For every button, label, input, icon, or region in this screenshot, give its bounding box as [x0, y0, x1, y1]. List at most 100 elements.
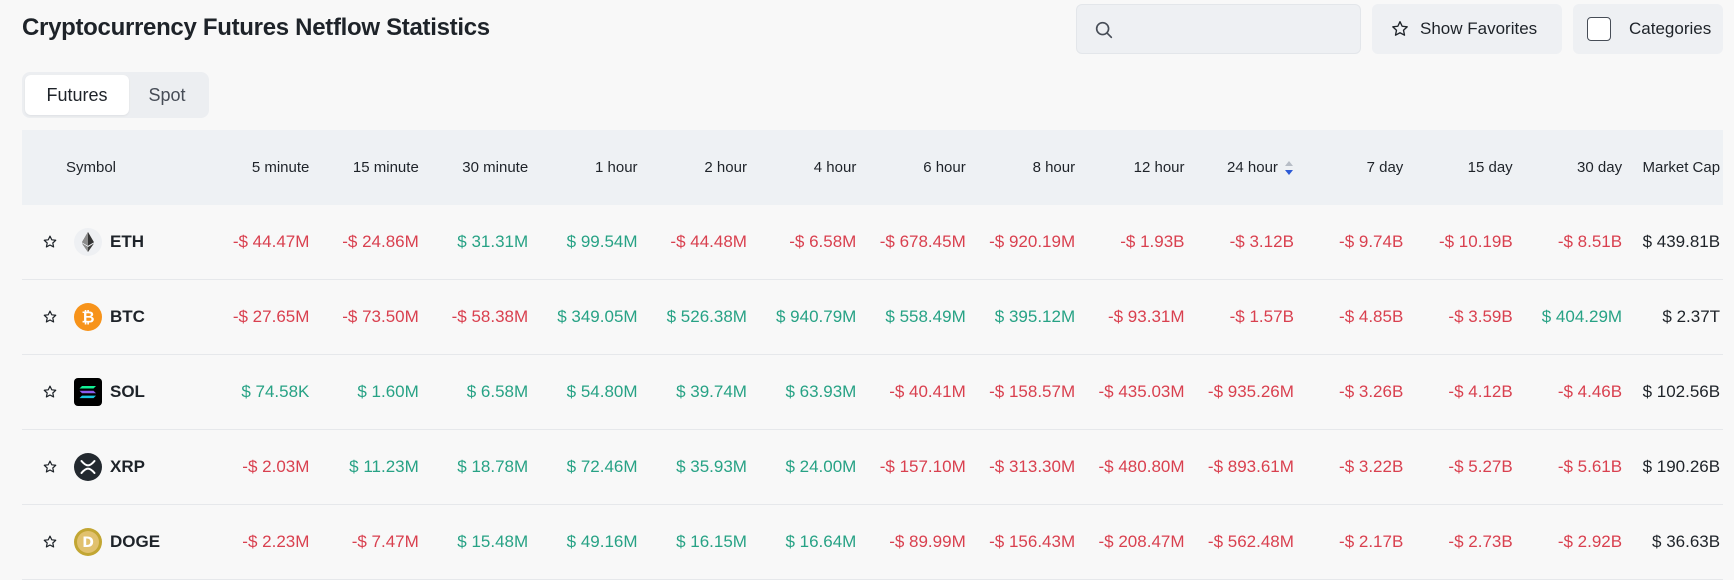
netflow-cell-4h: $ 940.79M: [776, 307, 857, 326]
column-header-symbol[interactable]: Symbol: [66, 159, 117, 176]
netflow-cell-4h: $ 16.64M: [785, 532, 857, 551]
netflow-cell-5m: $ 74.58K: [241, 382, 310, 401]
netflow-cell-30m: -$ 58.38M: [451, 307, 529, 326]
netflow-cell-30d: -$ 5.61B: [1557, 457, 1623, 476]
favorite-star-icon[interactable]: [42, 459, 58, 475]
column-header-24h[interactable]: 24 hour: [1185, 159, 1294, 176]
netflow-cell-1h: $ 349.05M: [557, 307, 638, 326]
favorite-star-icon[interactable]: [42, 309, 58, 325]
netflow-table: Symbol 5 minute 15 minute 30 minute 1 ho…: [22, 130, 1723, 580]
column-header-4h[interactable]: 4 hour: [813, 159, 857, 176]
netflow-cell-2h: $ 526.38M: [666, 307, 747, 326]
column-header-7d[interactable]: 7 day: [1366, 159, 1404, 176]
netflow-cell-15m: -$ 24.86M: [342, 232, 419, 251]
netflow-cell-24h: -$ 893.61M: [1207, 457, 1294, 476]
market-cap-cell: $ 190.26B: [1642, 457, 1721, 476]
column-header-6h[interactable]: 6 hour: [923, 159, 966, 176]
netflow-cell-6h: -$ 40.41M: [889, 382, 966, 401]
netflow-cell-5m: -$ 2.23M: [242, 532, 310, 551]
netflow-cell-15m: $ 11.23M: [349, 457, 419, 476]
search-input[interactable]: [1125, 13, 1350, 45]
page-title: Cryptocurrency Futures Netflow Statistic…: [22, 14, 490, 41]
market-cap-cell: $ 36.63B: [1652, 532, 1721, 551]
netflow-cell-6h: -$ 157.10M: [879, 457, 966, 476]
netflow-cell-24h: -$ 935.26M: [1207, 382, 1294, 401]
page-header: Cryptocurrency Futures Netflow Statistic…: [0, 0, 1734, 60]
netflow-cell-5m: -$ 27.65M: [232, 307, 310, 326]
netflow-cell-15m: -$ 7.47M: [351, 532, 419, 551]
netflow-cell-30d: -$ 8.51B: [1557, 232, 1623, 251]
tab-spot[interactable]: Spot: [148, 84, 186, 105]
favorite-star-icon[interactable]: [42, 534, 58, 550]
symbol-label: BTC: [110, 307, 145, 326]
netflow-cell-7d: -$ 9.74B: [1339, 232, 1404, 251]
netflow-cell-30m: $ 15.48M: [457, 532, 529, 551]
column-header-market-cap[interactable]: Market Cap: [1642, 159, 1721, 176]
netflow-cell-15d: -$ 4.12B: [1448, 382, 1513, 401]
netflow-cell-30m: $ 18.78M: [457, 457, 529, 476]
netflow-cell-7d: -$ 3.26B: [1339, 382, 1404, 401]
symbol-label: DOGE: [110, 532, 161, 551]
symbol-cell: SOL: [22, 378, 200, 406]
search-icon: [1095, 21, 1113, 39]
column-header-15d[interactable]: 15 day: [1467, 159, 1513, 176]
market-cap-cell: $ 2.37T: [1662, 307, 1721, 326]
netflow-cell-15d: -$ 10.19B: [1438, 232, 1513, 251]
symbol-label: XRP: [110, 457, 145, 476]
netflow-cell-12h: -$ 1.93B: [1120, 232, 1185, 251]
netflow-cell-12h: -$ 435.03M: [1098, 382, 1185, 401]
market-type-tabs: Futures Spot: [22, 72, 209, 118]
netflow-cell-5m: -$ 44.47M: [232, 232, 310, 251]
eth-icon: [74, 228, 102, 256]
column-header-30d[interactable]: 30 day: [1577, 159, 1623, 176]
symbol-cell: XRP: [22, 453, 200, 481]
table-row-doge[interactable]: D DOGE -$ 2.23M -$ 7.47M $ 15.48M $ 49.16M $…: [22, 505, 1723, 580]
doge-icon: D: [74, 528, 102, 556]
symbol-label: SOL: [110, 382, 145, 401]
netflow-cell-8h: -$ 313.30M: [989, 457, 1076, 476]
column-header-12h[interactable]: 12 hour: [1133, 159, 1185, 176]
column-header-1h[interactable]: 1 hour: [595, 159, 638, 176]
netflow-cell-2h: $ 35.93M: [676, 457, 747, 476]
tab-futures[interactable]: Futures: [25, 75, 129, 115]
netflow-cell-4h: $ 24.00M: [785, 457, 857, 476]
netflow-cell-8h: -$ 920.19M: [989, 232, 1076, 251]
netflow-cell-4h: -$ 6.58M: [789, 232, 857, 251]
netflow-cell-6h: -$ 89.99M: [889, 532, 966, 551]
favorite-star-icon[interactable]: [42, 384, 58, 400]
table-row-btc[interactable]: ₿ BTC -$ 27.65M -$ 73.50M -$ 58.38M $ 349.0…: [22, 280, 1723, 355]
netflow-cell-1h: $ 49.16M: [566, 532, 638, 551]
netflow-cell-1h: $ 99.54M: [566, 232, 638, 251]
market-cap-cell: $ 439.81B: [1642, 232, 1721, 251]
symbol-cell: ETH: [22, 228, 200, 256]
column-header-8h[interactable]: 8 hour: [1032, 159, 1076, 176]
netflow-cell-30d: -$ 2.92B: [1557, 532, 1623, 551]
netflow-cell-8h: -$ 158.57M: [989, 382, 1076, 401]
categories-checkbox[interactable]: [1587, 17, 1611, 41]
netflow-cell-30m: $ 31.31M: [457, 232, 529, 251]
column-header-30m[interactable]: 30 minute: [462, 159, 529, 176]
market-cap-cell: $ 102.56B: [1642, 382, 1721, 401]
sort-descending-icon: [1284, 161, 1293, 176]
netflow-cell-6h: $ 558.49M: [885, 307, 966, 326]
netflow-cell-2h: -$ 44.48M: [670, 232, 747, 251]
search-box[interactable]: [1076, 4, 1361, 54]
column-header-15m[interactable]: 15 minute: [352, 159, 419, 176]
netflow-cell-24h: -$ 562.48M: [1207, 532, 1294, 551]
netflow-cell-15d: -$ 2.73B: [1448, 532, 1513, 551]
categories-toggle[interactable]: Categories: [1573, 4, 1723, 54]
xrp-icon: [74, 453, 102, 481]
show-favorites-button[interactable]: Show Favorites: [1372, 4, 1562, 54]
table-row-eth[interactable]: ETH -$ 44.47M -$ 24.86M $ 31.31M $ 99.54M -$…: [22, 205, 1723, 280]
netflow-cell-4h: $ 63.93M: [785, 382, 857, 401]
netflow-cell-1h: $ 54.80M: [566, 382, 638, 401]
table-row-sol[interactable]: SOL $ 74.58K $ 1.60M $ 6.58M $ 54.80M $ 39.7…: [22, 355, 1723, 430]
netflow-cell-7d: -$ 4.85B: [1339, 307, 1404, 326]
column-header-2h[interactable]: 2 hour: [704, 159, 747, 176]
table-row-xrp[interactable]: XRP -$ 2.03M $ 11.23M $ 18.78M $ 72.46M $ 35…: [22, 430, 1723, 505]
column-header-5m[interactable]: 5 minute: [251, 159, 310, 176]
favorite-star-icon[interactable]: [42, 234, 58, 250]
netflow-cell-15m: $ 1.60M: [357, 382, 419, 401]
netflow-cell-8h: $ 395.12M: [994, 307, 1076, 326]
netflow-cell-12h: -$ 93.31M: [1107, 307, 1185, 326]
